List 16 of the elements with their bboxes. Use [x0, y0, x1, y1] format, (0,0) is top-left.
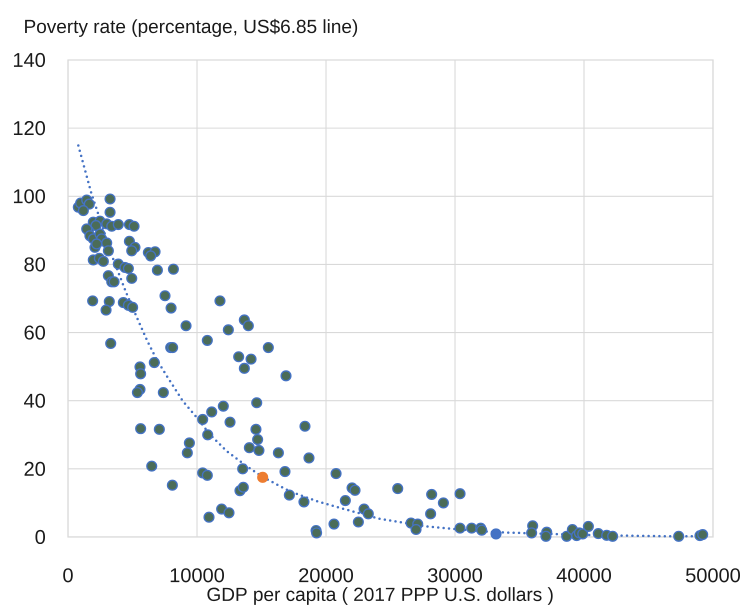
y-tick-label: 120 [14, 121, 46, 136]
x-tick-label: 0 [63, 568, 73, 582]
y-axis-title: Poverty rate (percentage, US$6.85 line) [25, 18, 358, 37]
y-tick-label: 60 [24, 325, 46, 340]
x-tick-label: 40000 [556, 568, 612, 582]
x-tick-label: 10000 [170, 568, 224, 582]
x-tick-label: 50000 [686, 568, 740, 582]
y-tick-label: 20 [24, 462, 46, 476]
x-axis-title: GDP per capita ( 2017 PPP U.S. dollars ) [207, 587, 553, 605]
y-tick-label: 100 [14, 189, 46, 204]
y-tick-label: 0 [35, 530, 46, 544]
y-tick-label: 40 [24, 394, 46, 408]
y-tick-label: 80 [24, 257, 46, 272]
y-tick-label: 140 [14, 52, 46, 68]
x-tick-label: 20000 [299, 568, 354, 582]
x-tick-label: 30000 [428, 568, 482, 582]
